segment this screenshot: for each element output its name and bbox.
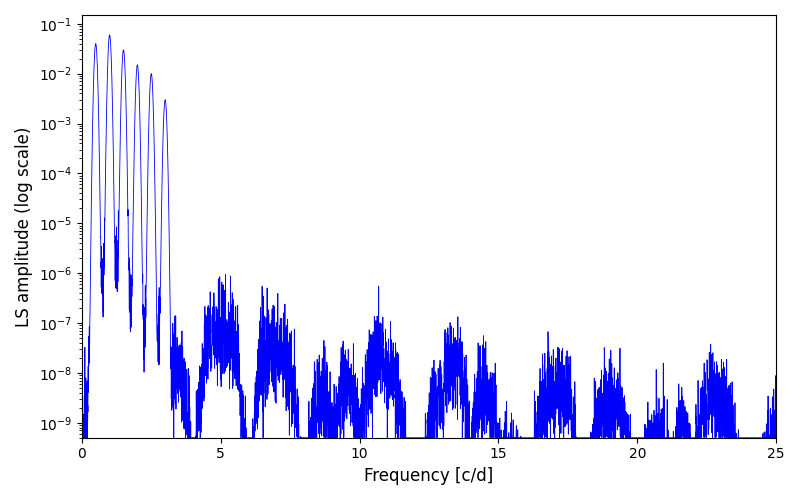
X-axis label: Frequency [c/d]: Frequency [c/d]: [364, 467, 494, 485]
Y-axis label: LS amplitude (log scale): LS amplitude (log scale): [15, 126, 33, 326]
